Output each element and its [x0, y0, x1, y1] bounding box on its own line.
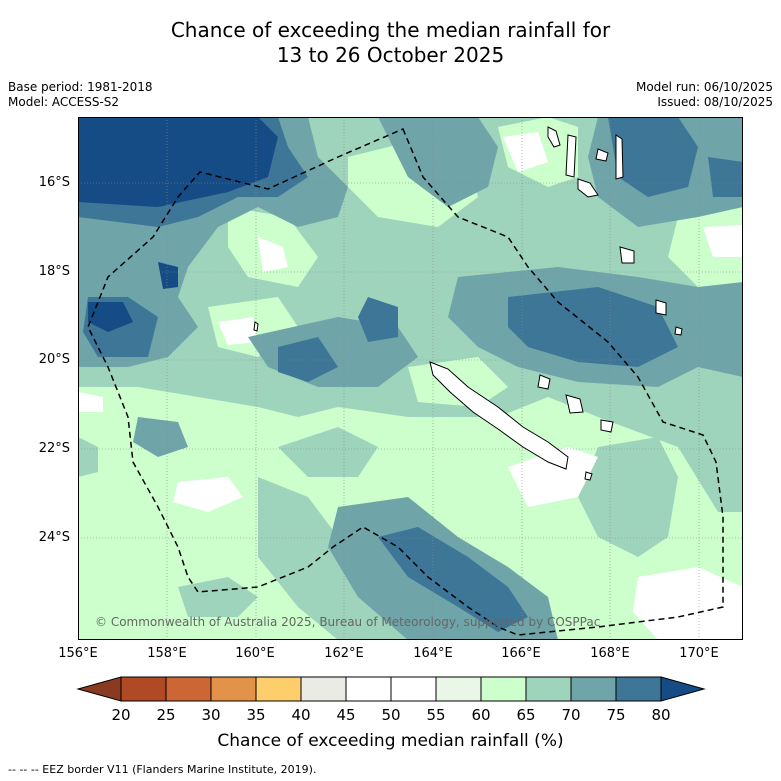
lon-label-156e: 156°E — [58, 646, 98, 661]
meta-right: Model run: 06/10/2025 Issued: 08/10/2025 — [636, 80, 773, 110]
colorbar-tick-40: 40 — [291, 706, 311, 724]
issued-date: Issued: 08/10/2025 — [657, 95, 773, 109]
title-line-2: 13 to 26 October 2025 — [276, 43, 505, 67]
lon-label-164e: 164°E — [413, 646, 453, 661]
colorbar — [76, 676, 706, 702]
loyalty-island-3 — [600, 419, 614, 433]
colorbar-tick-75: 75 — [606, 706, 626, 724]
colorbar-swatch-45-50 — [345, 676, 392, 702]
lat-label-24s: 24°S — [38, 530, 70, 545]
malakula — [577, 178, 599, 198]
ile-des-pins — [584, 471, 593, 481]
lon-label-170e: 170°E — [679, 646, 719, 661]
colorbar-swatch-50-55 — [390, 676, 437, 702]
colorbar-swatch-65-70 — [525, 676, 572, 702]
vanuatu-island-3 — [615, 134, 624, 180]
coastlines — [253, 126, 683, 481]
colorbar-tick-20: 20 — [111, 706, 131, 724]
efate — [619, 246, 635, 264]
colorbar-tick-65: 65 — [516, 706, 536, 724]
model-run: Model run: 06/10/2025 — [635, 80, 773, 94]
colorbar-tick-45: 45 — [336, 706, 356, 724]
colorbar-label: Chance of exceeding median rainfall (%) — [217, 731, 564, 751]
colorbar-swatch-60-65 — [480, 676, 527, 702]
colorbar-tick-55: 55 — [426, 706, 446, 724]
meta-left: Base period: 1981-2018 Model: ACCESS-S2 — [8, 80, 153, 110]
eez-border — [87, 128, 724, 636]
contour-over-80 — [78, 117, 278, 332]
lon-label-166e: 166°E — [501, 646, 541, 661]
colorbar-tick-50: 50 — [381, 706, 401, 724]
base-period: Base period: 1981-2018 — [8, 80, 153, 94]
map-title: Chance of exceeding the median rainfall … — [0, 18, 781, 68]
lat-label-18s: 18°S — [38, 264, 70, 279]
small-island-1 — [253, 321, 259, 332]
loyalty-island-2 — [565, 394, 584, 414]
espiritu-santo — [565, 134, 577, 178]
tanna — [655, 299, 667, 316]
colorbar-tick-80: 80 — [651, 706, 671, 724]
colorbar-swatch-25-30 — [165, 676, 212, 702]
contour-45-55-pockets — [78, 132, 743, 640]
new-caledonia — [429, 361, 569, 470]
map-copyright: © Commonwealth of Australia 2025, Bureau… — [95, 615, 600, 629]
map-frame — [78, 117, 743, 640]
lon-label-162e: 162°E — [324, 646, 364, 661]
lon-label-158e: 158°E — [147, 646, 187, 661]
colorbar-high-arrow — [660, 676, 706, 702]
title-line-1: Chance of exceeding the median rainfall … — [170, 18, 611, 42]
vanuatu-island-1 — [547, 126, 561, 148]
colorbar-swatch-35-40 — [255, 676, 302, 702]
colorbar-swatch-20-25 — [120, 676, 167, 702]
colorbar-swatch-70-75 — [570, 676, 617, 702]
gridlines — [78, 117, 743, 640]
lat-label-16s: 16°S — [38, 175, 70, 190]
colorbar-tick-60: 60 — [471, 706, 491, 724]
colorbar-tick-30: 30 — [201, 706, 221, 724]
colorbar-swatch-55-60 — [435, 676, 482, 702]
colorbar-swatch-30-35 — [210, 676, 257, 702]
aneityum — [674, 326, 683, 336]
colorbar-tick-35: 35 — [246, 706, 266, 724]
lon-label-160e: 160°E — [235, 646, 275, 661]
colorbar-swatch-40-45 — [300, 676, 347, 702]
model-name: Model: ACCESS-S2 — [8, 95, 120, 109]
rainfall-map: © Commonwealth of Australia 2025, Bureau… — [78, 117, 743, 640]
colorbar-swatch-75-80 — [615, 676, 662, 702]
colorbar-tick-25: 25 — [156, 706, 176, 724]
lon-label-168e: 168°E — [590, 646, 630, 661]
lat-label-20s: 20°S — [38, 352, 70, 367]
eez-legend-note: -- -- -- EEZ border V11 (Flanders Marine… — [8, 763, 317, 776]
colorbar-tick-70: 70 — [561, 706, 581, 724]
lat-label-22s: 22°S — [38, 441, 70, 456]
loyalty-island-1 — [537, 374, 551, 390]
colorbar-low-arrow — [76, 676, 122, 702]
vanuatu-island-2 — [595, 148, 609, 162]
